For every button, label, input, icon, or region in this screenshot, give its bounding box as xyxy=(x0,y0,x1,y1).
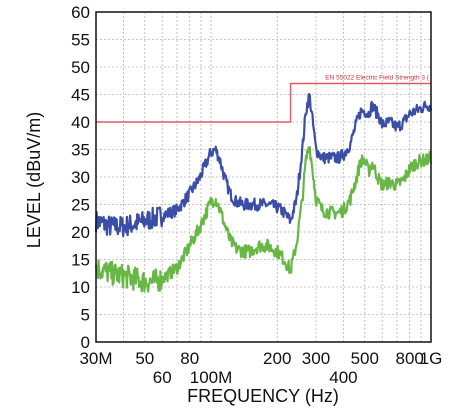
x-tick-label: 30M xyxy=(79,349,112,368)
y-tick-labels: 0 5 10 15 20 25 30 35 40 45 50 55 60 xyxy=(71,3,90,352)
grid xyxy=(96,12,431,342)
y-tick-label: 55 xyxy=(71,31,90,50)
y-axis-title: LEVEL (dBuV/m) xyxy=(24,112,44,248)
limit-label: EN 55022 Electric Field Strength 3 ( xyxy=(325,75,430,82)
y-tick-label: 5 xyxy=(81,306,90,325)
y-tick-label: 25 xyxy=(71,196,90,215)
series-layer xyxy=(94,92,433,293)
x-tick-label: 50 xyxy=(135,349,154,368)
y-tick-label: 30 xyxy=(71,168,90,187)
limit-line xyxy=(96,82,431,123)
x-tick-label: 60 xyxy=(153,368,172,387)
series-line-2 xyxy=(94,146,433,293)
x-tick-label: 800 xyxy=(395,349,423,368)
limit-layer: EN 55022 Electric Field Strength 3 ( xyxy=(96,75,431,123)
y-tick-label: 50 xyxy=(71,58,90,77)
y-tick-label: 60 xyxy=(71,3,90,22)
y-tick-label: 45 xyxy=(71,86,90,105)
x-tick-label: 80 xyxy=(180,349,199,368)
y-tick-label: 35 xyxy=(71,141,90,160)
x-tick-label: 500 xyxy=(351,349,379,368)
x-tick-label: 300 xyxy=(302,349,330,368)
y-tick-label: 15 xyxy=(71,251,90,270)
y-tick-label: 20 xyxy=(71,223,90,242)
y-tick-label: 0 xyxy=(81,333,90,352)
x-tick-label: 400 xyxy=(329,368,357,387)
x-axis-title: FREQUENCY (Hz) xyxy=(187,386,339,406)
y-tick-label: 40 xyxy=(71,113,90,132)
x-tick-label: 100M xyxy=(190,368,233,387)
series-line-1 xyxy=(94,92,433,238)
plot-frame xyxy=(95,11,432,343)
x-tick-label: 1G xyxy=(420,349,443,368)
y-tick-label: 10 xyxy=(71,278,90,297)
x-tick-label: 200 xyxy=(263,349,291,368)
